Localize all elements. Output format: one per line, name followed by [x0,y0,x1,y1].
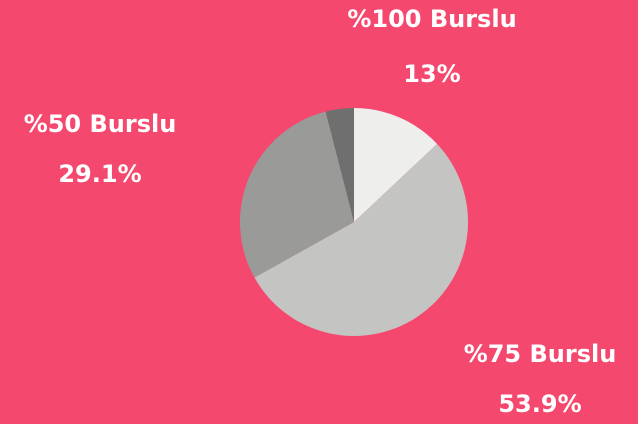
slice-label: %75 Burslu [464,340,617,368]
slice-value-label: 13% [403,60,460,88]
slice-value-label: 53.9% [498,390,581,418]
slice-label: %50 Burslu [24,110,177,138]
pie-slice [354,108,438,222]
pie-slice [239,111,354,278]
pie-slice [325,108,354,222]
slice-value-label: 29.1% [58,160,141,188]
slice-label: %100 Burslu [347,5,516,33]
pie-slice [254,143,468,336]
